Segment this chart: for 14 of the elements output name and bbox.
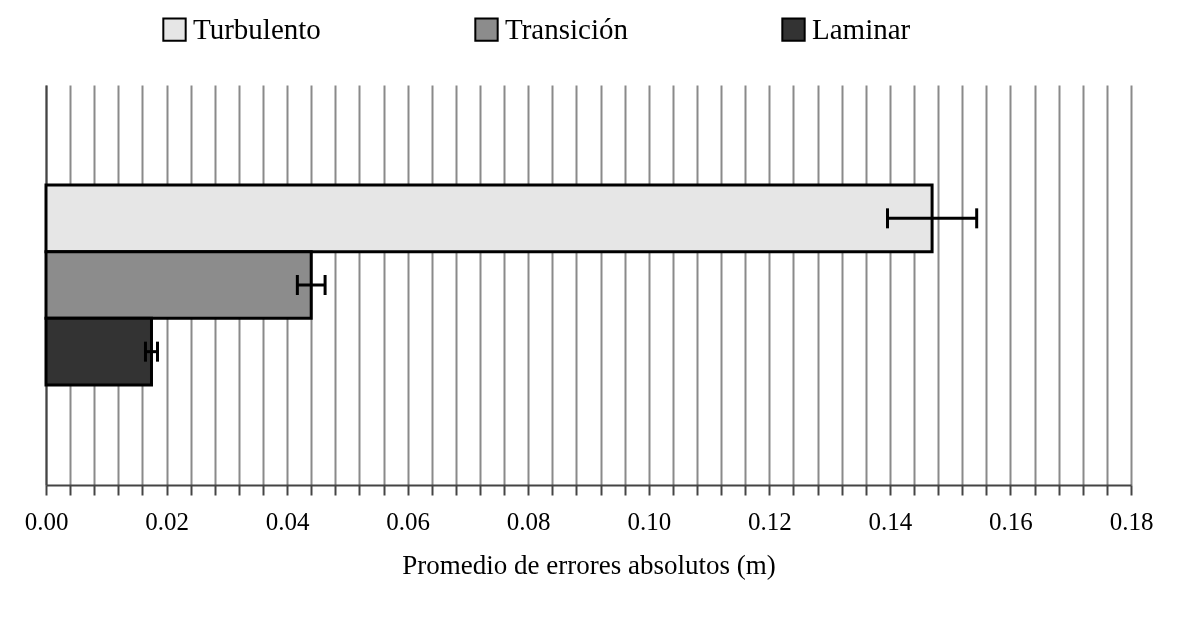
x-tick-label: 0.10 [627, 507, 672, 535]
x-tick-label: 0.08 [506, 507, 551, 535]
x-tick-label: 0.00 [24, 507, 69, 535]
x-axis-title: Promedio de errores absolutos (m) [402, 549, 776, 580]
legend-label: Turbulento [193, 12, 321, 45]
x-tick-label: 0.06 [386, 507, 431, 535]
x-tick-label: 0.16 [989, 507, 1033, 535]
x-tick-label: 0.04 [265, 507, 310, 535]
legend-label: Laminar [812, 12, 911, 45]
x-tick-label: 0.12 [747, 507, 792, 535]
x-tick-label: 0.14 [868, 507, 913, 535]
x-tick-label: 0.18 [1109, 507, 1154, 535]
x-tick-label: 0.02 [145, 507, 189, 535]
legend-label: Transición [505, 12, 629, 45]
